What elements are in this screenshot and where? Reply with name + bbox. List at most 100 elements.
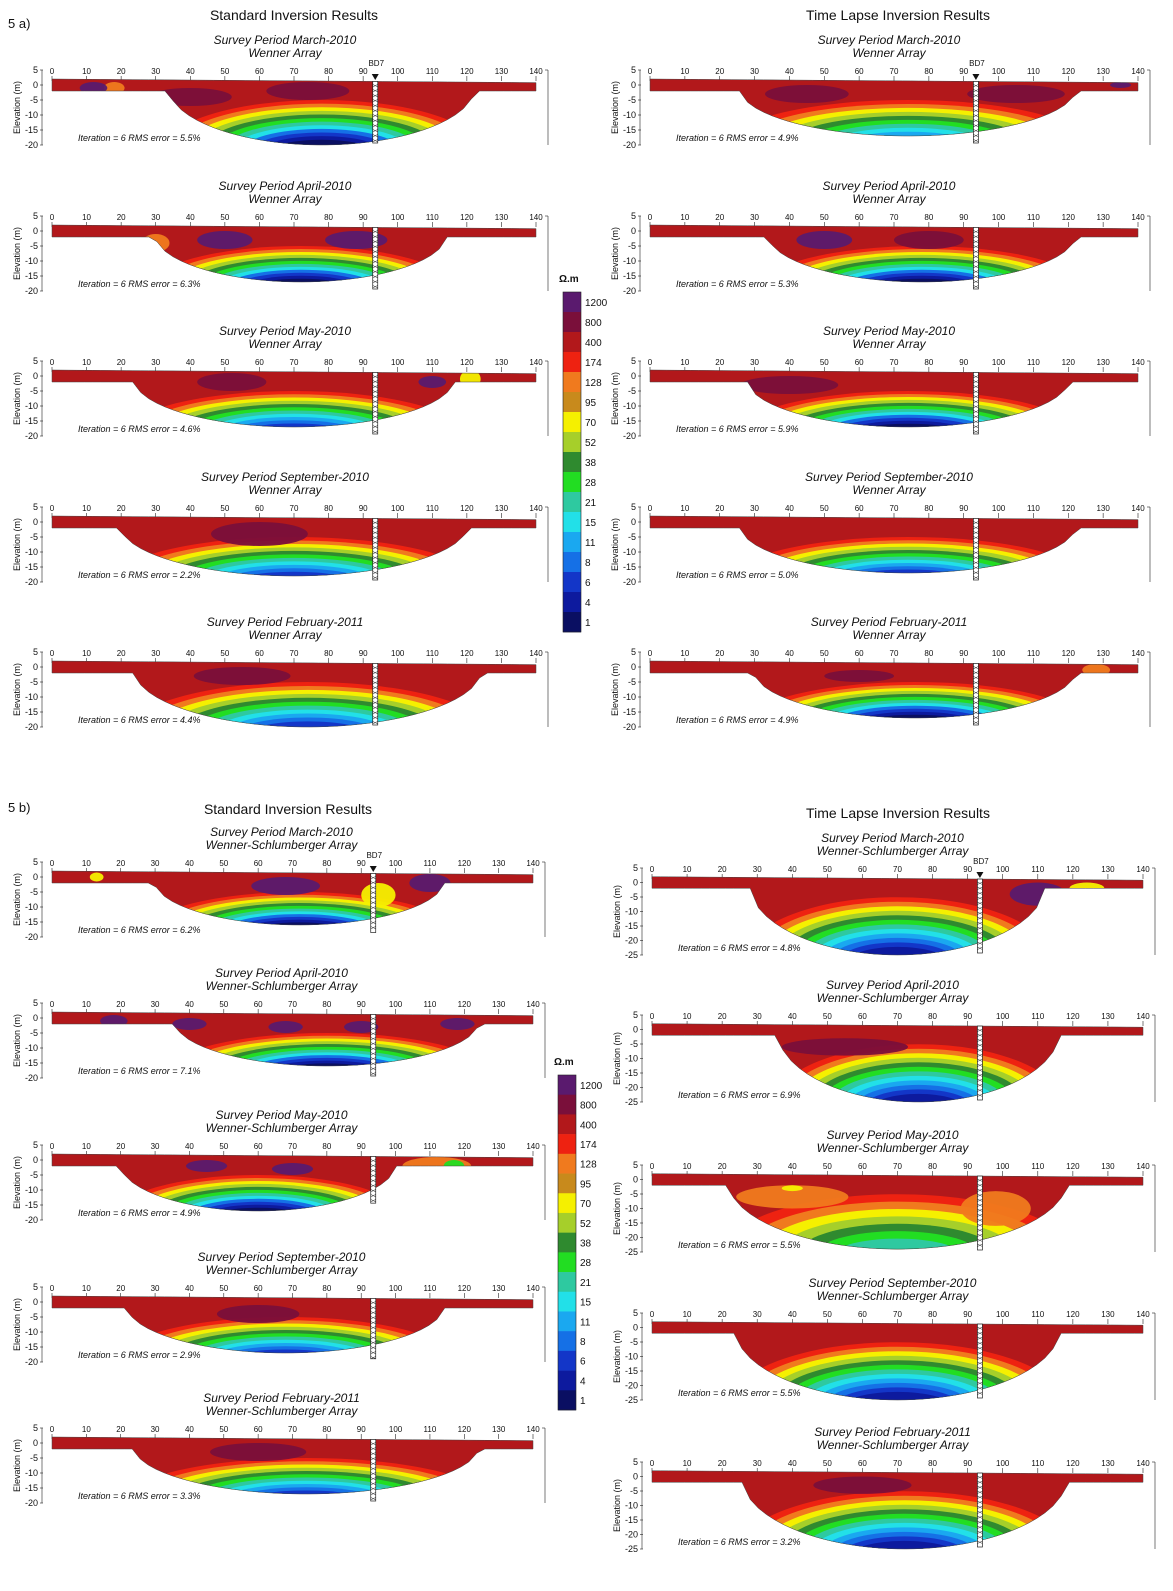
borehole-hatch <box>973 420 979 424</box>
x-tick-label: 30 <box>753 1459 762 1468</box>
resistivity-anomaly <box>93 237 122 255</box>
borehole-hatch <box>973 571 979 575</box>
x-tick-label: 90 <box>959 213 968 222</box>
borehole-hatch <box>370 1194 376 1198</box>
iteration-note: Iteration = 6 RMS error = 7.1% <box>78 1066 201 1076</box>
x-tick-label: 40 <box>788 1310 797 1319</box>
x-tick-label: 30 <box>151 1425 160 1434</box>
x-tick-label: 140 <box>529 358 543 367</box>
x-tick-label: 40 <box>186 358 195 367</box>
x-tick-label: 0 <box>50 67 55 76</box>
x-tick-label: 70 <box>890 213 899 222</box>
panel-subtitle: Wenner Array <box>248 483 322 497</box>
x-tick-label: 0 <box>650 1310 655 1319</box>
borehole-hatch <box>977 1391 983 1395</box>
y-tick-label: -20 <box>25 577 38 587</box>
borehole-hatch <box>977 1386 983 1390</box>
resistivity-band <box>872 1093 965 1102</box>
borehole-bd7 <box>977 1175 983 1251</box>
y-tick-label: -20 <box>623 577 636 587</box>
x-tick-label: 70 <box>890 358 899 367</box>
color-scale-value: 15 <box>580 1298 592 1309</box>
x-tick-label: 30 <box>750 67 759 76</box>
y-tick-label: -15 <box>623 416 636 426</box>
borehole-hatch <box>370 1482 376 1486</box>
x-tick-label: 50 <box>219 1142 228 1151</box>
color-scale: Ω.m 1200 800 400 174 128 95 70 52 38 28 21 15 11 8 6 4 1 <box>559 274 608 633</box>
x-tick-label: 120 <box>1066 1162 1080 1171</box>
resistivity-anomaly <box>89 872 104 882</box>
x-tick-label: 110 <box>426 358 439 367</box>
x-tick-label: 60 <box>855 67 864 76</box>
y-tick-label: -15 <box>623 125 636 135</box>
x-tick-label: 30 <box>750 358 759 367</box>
x-tick-label: 40 <box>186 649 195 658</box>
borehole-hatch <box>372 430 378 434</box>
color-scale-value: 174 <box>585 358 602 369</box>
borehole-hatch <box>977 1490 983 1494</box>
resistivity-anomaly <box>736 1185 849 1209</box>
y-axis-label: Elevation (m) <box>12 1298 22 1351</box>
section-outline <box>51 660 537 728</box>
x-tick-label: 140 <box>1131 358 1145 367</box>
resistivity-anomaly <box>197 373 267 391</box>
y-tick-label: -20 <box>25 431 38 441</box>
x-tick-label: 0 <box>50 1425 55 1434</box>
resistivity-anomaly <box>361 883 396 907</box>
x-tick-label: 20 <box>116 1142 125 1151</box>
inversion-panel: Elevation (m)50-5-10-15-200 10 20 30 40 50 60 7… <box>610 470 1151 587</box>
color-scale-swatch <box>563 392 581 413</box>
y-tick-label: -15 <box>625 921 638 931</box>
borehole-hatch <box>977 1228 983 1232</box>
x-tick-label: 20 <box>117 213 126 222</box>
x-tick-label: 100 <box>391 213 405 222</box>
y-tick-label: -10 <box>625 1204 638 1214</box>
inversion-panel: Elevation (m)50-5-10-15-200 10 20 30 40 50 60 7… <box>12 825 546 942</box>
section-outline <box>51 1011 534 1067</box>
panel-title: Survey Period September-2010 <box>198 1250 366 1264</box>
x-tick-label: 0 <box>650 1459 655 1468</box>
borehole-hatch <box>372 531 378 535</box>
inversion-panel: Elevation (m)50-5-10-15-200 10 20 30 40 50 60 7… <box>12 1108 546 1225</box>
borehole-hatch <box>977 1336 983 1340</box>
x-tick-label: 50 <box>220 649 229 658</box>
resistivity-band <box>250 721 366 727</box>
column-title-standard: Standard Inversion Results <box>204 801 372 817</box>
panel-subtitle: Wenner-Schlumberger Array <box>206 1263 359 1277</box>
borehole-hatch <box>973 84 979 88</box>
borehole-hatch <box>372 375 378 379</box>
x-tick-label: 80 <box>324 504 333 513</box>
resistivity-anomaly <box>216 1305 300 1323</box>
inversion-panel: Elevation (m)50-5-10-15-200 10 20 30 40 50 60 7… <box>12 615 549 732</box>
x-tick-label: 90 <box>963 1310 972 1319</box>
borehole-hatch <box>977 1223 983 1227</box>
x-tick-label: 40 <box>186 504 195 513</box>
y-axis-label: Elevation (m) <box>12 873 22 926</box>
x-tick-label: 100 <box>391 504 405 513</box>
borehole-hatch <box>973 536 979 540</box>
x-tick-label: 130 <box>1101 1459 1115 1468</box>
y-tick-label: 0 <box>633 1323 638 1333</box>
color-scale-swatch <box>558 1212 576 1233</box>
x-tick-label: 80 <box>322 1284 331 1293</box>
y-tick-label: -15 <box>25 1483 38 1493</box>
y-tick-label: -5 <box>628 241 636 251</box>
x-tick-label: 120 <box>460 213 474 222</box>
borehole-bd7 <box>973 227 979 290</box>
x-tick-label: 50 <box>823 1459 832 1468</box>
x-tick-label: 60 <box>254 1142 263 1151</box>
borehole-hatch <box>977 1048 983 1052</box>
x-tick-label: 30 <box>753 1310 762 1319</box>
borehole-hatch <box>370 1032 376 1036</box>
x-tick-label: 50 <box>220 213 229 222</box>
x-tick-label: 90 <box>959 649 968 658</box>
borehole-hatch <box>372 521 378 525</box>
x-tick-label: 80 <box>928 1162 937 1171</box>
x-tick-label: 0 <box>648 67 653 76</box>
borehole-hatch <box>977 1198 983 1202</box>
x-tick-label: 90 <box>963 1162 972 1171</box>
x-tick-label: 130 <box>495 358 509 367</box>
y-tick-label: 0 <box>33 1438 38 1448</box>
borehole-bd7: BD7 <box>368 59 385 144</box>
borehole-bd7 <box>973 518 979 581</box>
